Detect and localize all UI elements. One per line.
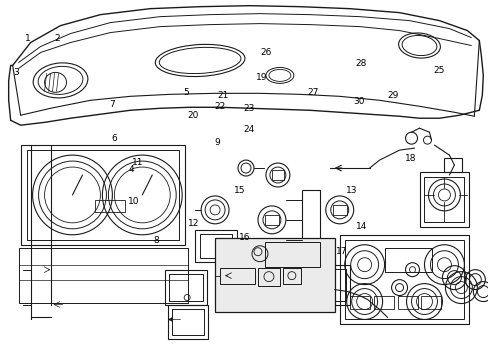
Text: 29: 29 bbox=[387, 91, 398, 100]
Bar bbox=[271, 170, 284, 180]
Text: 8: 8 bbox=[153, 237, 158, 246]
Text: 11: 11 bbox=[132, 158, 143, 167]
Text: 24: 24 bbox=[243, 125, 254, 134]
Text: 20: 20 bbox=[187, 111, 199, 120]
Bar bbox=[283, 268, 300, 284]
Bar bbox=[419, 172, 468, 227]
Bar bbox=[195, 230, 237, 262]
Text: 19: 19 bbox=[255, 73, 267, 82]
Text: 18: 18 bbox=[404, 154, 415, 163]
Text: 1: 1 bbox=[24, 34, 30, 43]
Bar bbox=[264, 215, 278, 225]
Text: 3: 3 bbox=[13, 68, 19, 77]
Bar bbox=[311, 269, 345, 301]
Bar bbox=[220, 268, 254, 284]
Polygon shape bbox=[168, 318, 172, 321]
Text: 22: 22 bbox=[214, 102, 225, 111]
Bar bbox=[301, 190, 319, 245]
Bar bbox=[332, 205, 346, 215]
Text: 13: 13 bbox=[346, 186, 357, 195]
Text: 7: 7 bbox=[109, 100, 115, 109]
Text: 9: 9 bbox=[214, 138, 220, 147]
Text: 16: 16 bbox=[238, 233, 250, 242]
Bar bbox=[424, 177, 464, 222]
Bar bbox=[168, 305, 208, 339]
Text: 2: 2 bbox=[54, 34, 60, 43]
Bar bbox=[421, 296, 441, 310]
Text: 10: 10 bbox=[127, 197, 139, 206]
Bar bbox=[215, 238, 334, 312]
Bar bbox=[307, 265, 349, 305]
Text: 15: 15 bbox=[233, 186, 245, 195]
Bar bbox=[165, 270, 207, 305]
Bar bbox=[384, 248, 431, 272]
Bar bbox=[264, 242, 319, 267]
Text: 6: 6 bbox=[111, 134, 117, 143]
Bar bbox=[258, 268, 279, 285]
Text: 25: 25 bbox=[433, 66, 444, 75]
Bar bbox=[169, 274, 203, 301]
Text: 5: 5 bbox=[183, 87, 188, 96]
Bar bbox=[397, 296, 417, 310]
Bar bbox=[95, 200, 125, 212]
Bar bbox=[20, 145, 185, 245]
Text: 30: 30 bbox=[353, 96, 364, 105]
Bar bbox=[444, 158, 462, 172]
Bar bbox=[373, 296, 393, 310]
Text: 21: 21 bbox=[216, 91, 228, 100]
Bar bbox=[19, 248, 188, 302]
Text: 28: 28 bbox=[355, 59, 366, 68]
Text: 27: 27 bbox=[306, 87, 318, 96]
Text: 26: 26 bbox=[260, 48, 272, 57]
Bar bbox=[26, 150, 179, 240]
Bar bbox=[245, 274, 277, 306]
Text: 17: 17 bbox=[336, 247, 347, 256]
Bar bbox=[242, 270, 281, 310]
Bar bbox=[172, 309, 203, 336]
Text: 14: 14 bbox=[355, 222, 366, 231]
Bar bbox=[349, 296, 369, 310]
Bar bbox=[339, 235, 468, 324]
Text: 23: 23 bbox=[243, 104, 255, 113]
Bar bbox=[344, 240, 464, 319]
Text: 4: 4 bbox=[128, 165, 134, 174]
Text: 12: 12 bbox=[187, 219, 199, 228]
Bar bbox=[200, 234, 232, 258]
